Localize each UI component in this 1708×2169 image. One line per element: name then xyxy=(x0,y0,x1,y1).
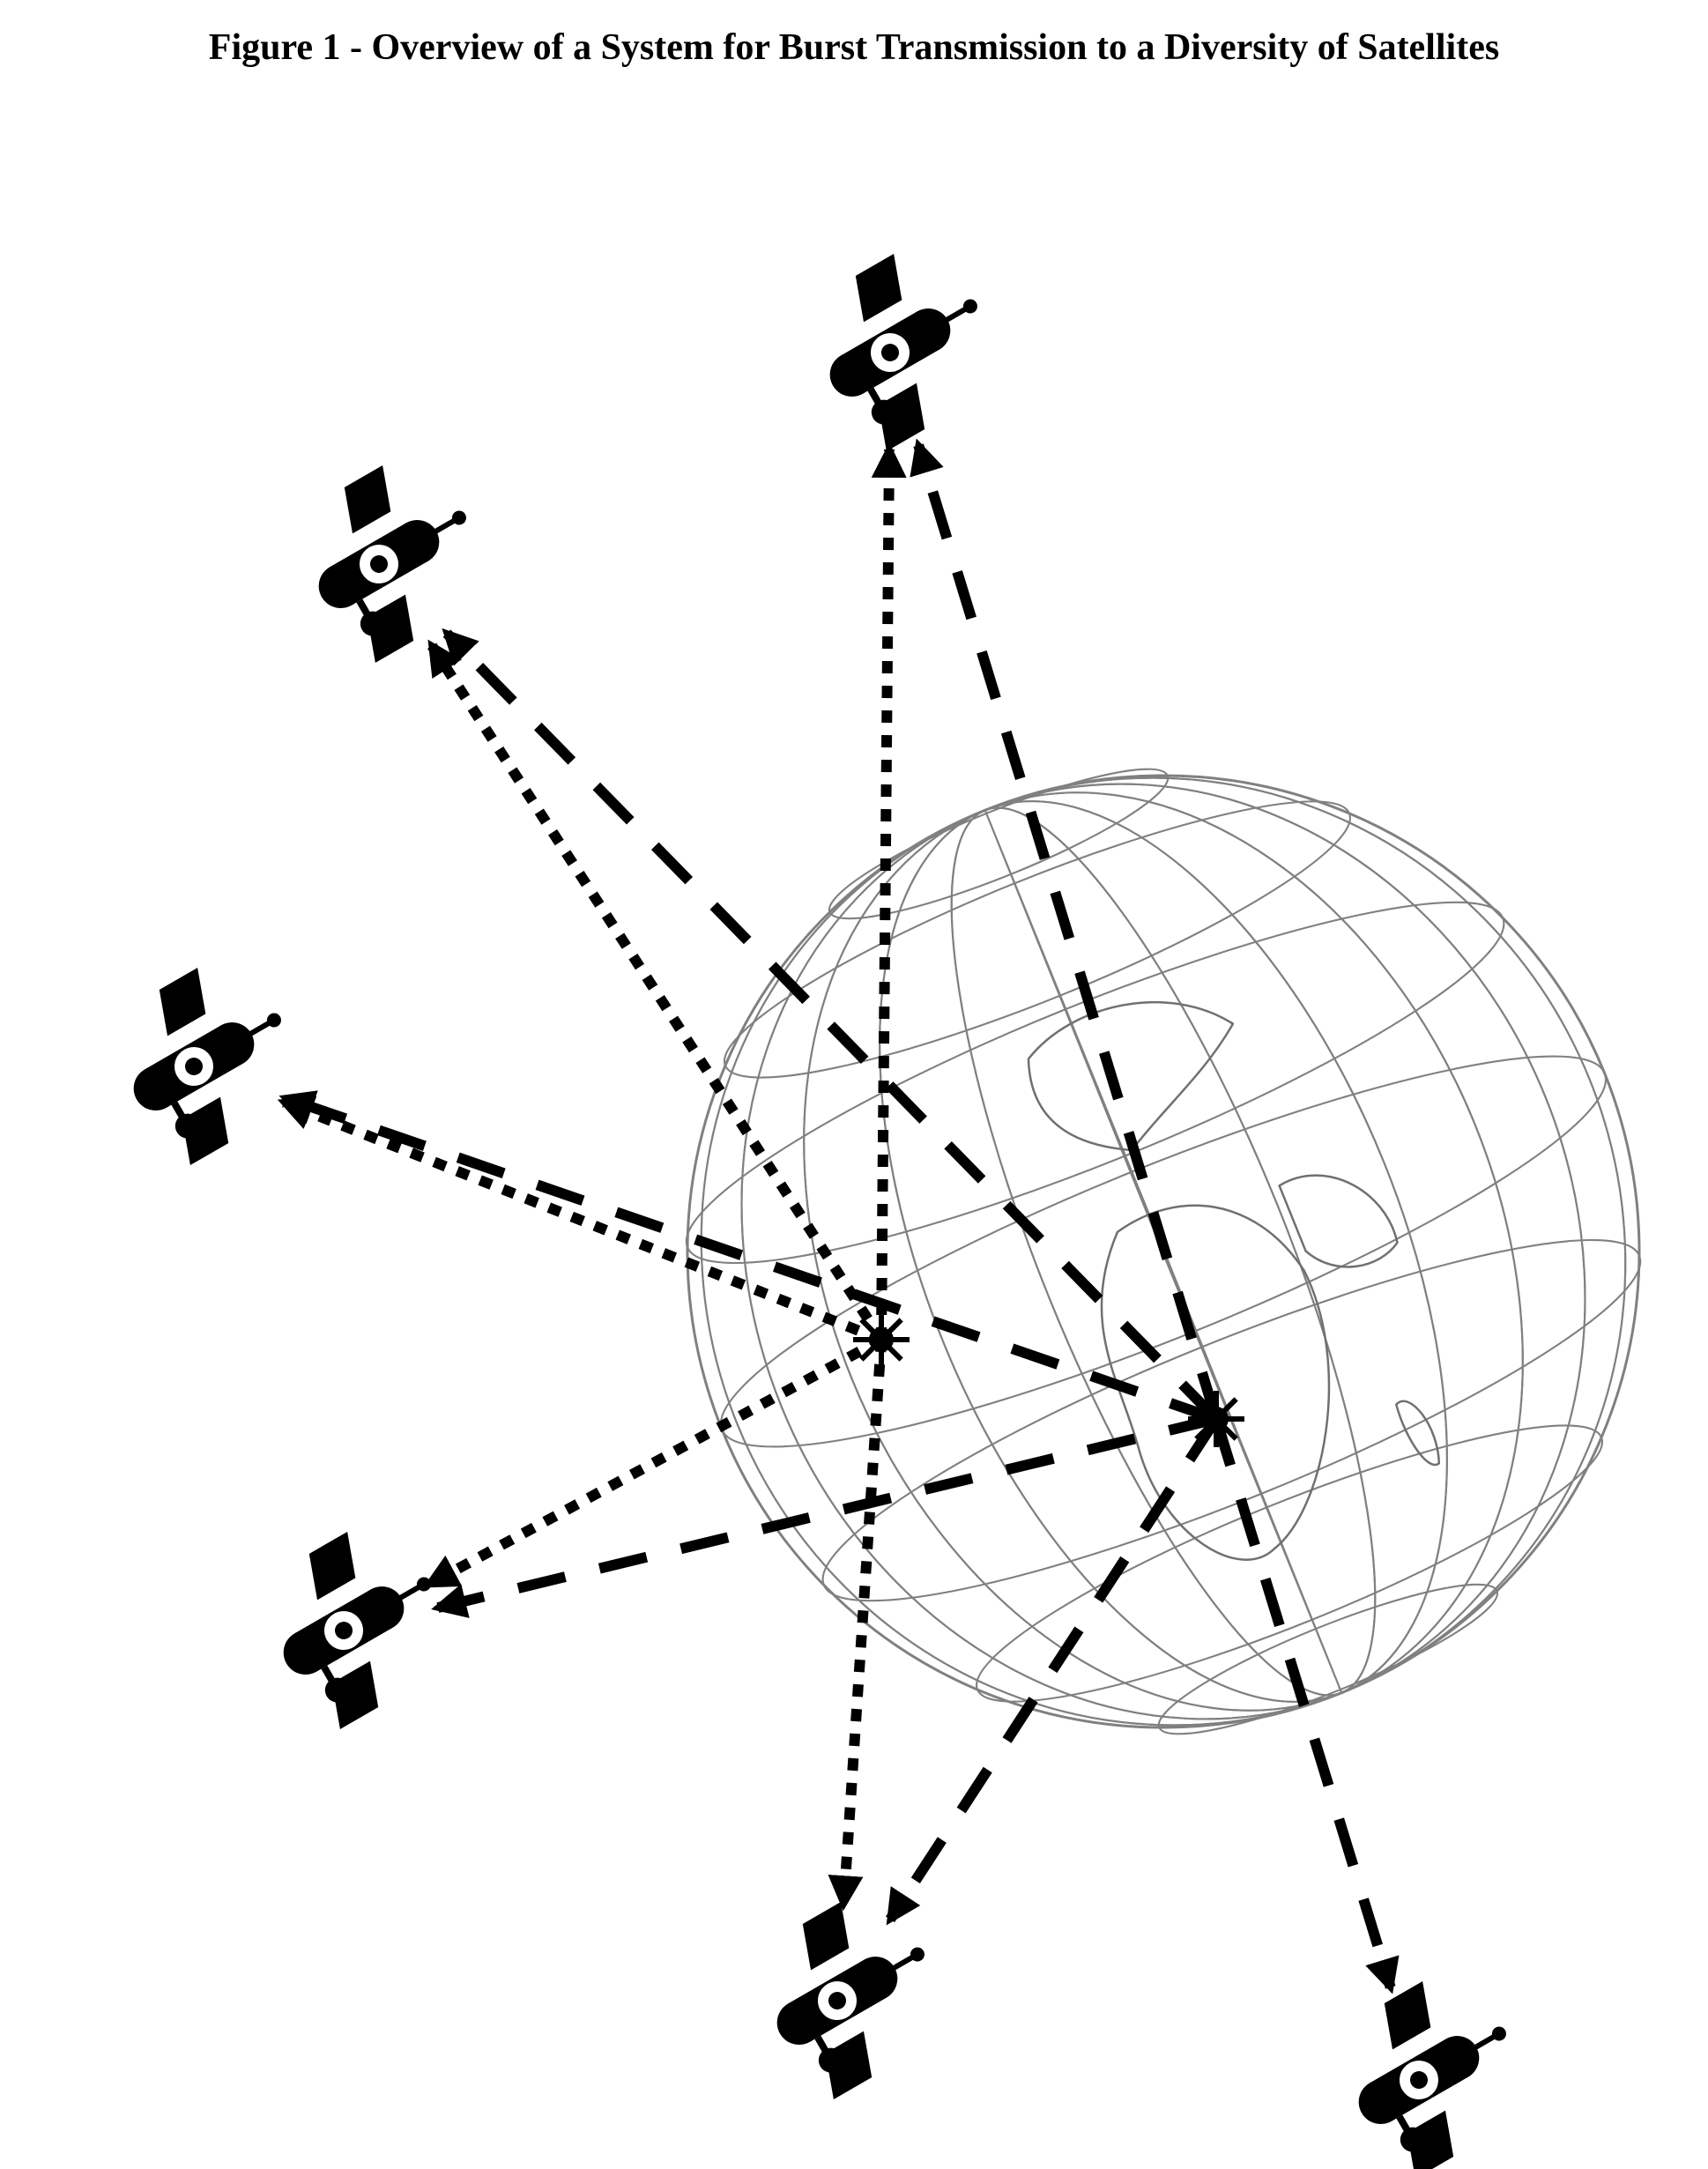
satellite-icon xyxy=(739,1878,966,2106)
ground-station-B xyxy=(1188,1391,1244,1447)
satellite-icon xyxy=(791,230,1019,458)
satellite-icon xyxy=(95,944,323,1172)
satellite-icon xyxy=(1320,1957,1548,2169)
satellite-icon xyxy=(245,1508,472,1736)
diagram-stage: Figure 1 - Overview of a System for Burs… xyxy=(0,0,1708,2169)
satellite-icon xyxy=(280,442,508,670)
diagram-canvas xyxy=(0,0,1708,2169)
ground-station-A xyxy=(853,1311,910,1368)
